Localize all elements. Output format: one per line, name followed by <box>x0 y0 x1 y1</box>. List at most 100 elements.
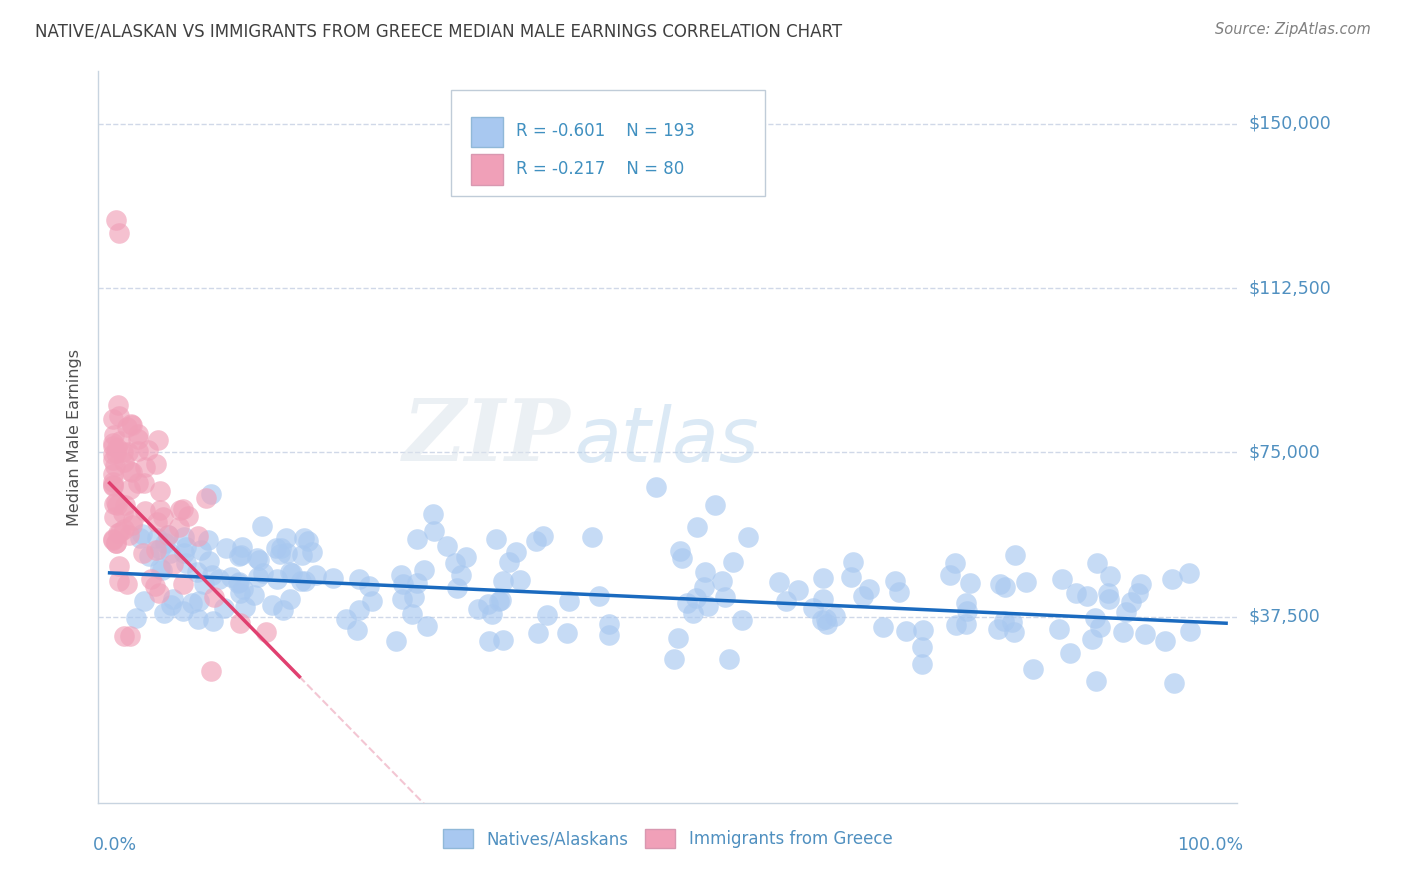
Point <box>588 589 610 603</box>
Point <box>1015 574 1038 589</box>
Point <box>252 566 274 580</box>
Point <box>436 539 458 553</box>
Point <box>894 624 917 638</box>
Point <box>148 586 170 600</box>
Point <box>481 607 503 621</box>
Point <box>489 593 512 607</box>
Point <box>644 480 666 494</box>
Text: $75,000: $75,000 <box>1249 443 1320 461</box>
Point <box>262 598 284 612</box>
Point <box>839 570 862 584</box>
Y-axis label: Median Male Earnings: Median Male Earnings <box>67 349 83 525</box>
Point <box>492 574 515 588</box>
Point <box>228 549 250 563</box>
Point <box>117 577 139 591</box>
Point <box>731 613 754 627</box>
Point <box>693 580 716 594</box>
Point <box>1084 674 1107 689</box>
Point <box>159 546 181 560</box>
Text: 100.0%: 100.0% <box>1177 836 1243 854</box>
Point <box>1133 627 1156 641</box>
Point <box>131 527 153 541</box>
Point <box>105 498 128 512</box>
FancyBboxPatch shape <box>451 90 765 195</box>
Text: NATIVE/ALASKAN VS IMMIGRANTS FROM GREECE MEDIAN MALE EARNINGS CORRELATION CHART: NATIVE/ALASKAN VS IMMIGRANTS FROM GREECE… <box>35 22 842 40</box>
Point <box>108 559 131 574</box>
Point <box>704 498 727 512</box>
Point <box>105 213 128 227</box>
Point <box>813 571 835 585</box>
Point <box>276 546 298 560</box>
Text: $37,500: $37,500 <box>1249 607 1320 625</box>
Point <box>1153 633 1175 648</box>
Point <box>108 409 131 423</box>
Point <box>456 549 478 564</box>
Point <box>145 457 167 471</box>
Point <box>232 582 254 597</box>
Point <box>111 506 134 520</box>
Point <box>347 572 370 586</box>
Point <box>505 545 527 559</box>
Point <box>478 634 501 648</box>
Point <box>413 563 436 577</box>
Bar <box>471 154 503 185</box>
Point <box>710 574 733 588</box>
Point <box>801 601 824 615</box>
Point <box>108 434 131 448</box>
Point <box>959 576 981 591</box>
Point <box>153 606 176 620</box>
Point <box>695 565 717 579</box>
Text: $112,500: $112,500 <box>1249 279 1331 297</box>
Point <box>105 446 128 460</box>
Point <box>105 536 128 550</box>
Point <box>143 579 166 593</box>
Point <box>858 582 880 597</box>
Point <box>598 617 620 632</box>
Point <box>450 568 472 582</box>
Text: $150,000: $150,000 <box>1249 115 1331 133</box>
Point <box>775 594 797 608</box>
Point <box>153 536 176 550</box>
Point <box>228 575 250 590</box>
Point <box>1097 586 1119 600</box>
Point <box>509 573 531 587</box>
Point <box>945 557 967 571</box>
Point <box>291 548 314 562</box>
Point <box>498 555 520 569</box>
Point <box>103 497 125 511</box>
Point <box>405 575 427 590</box>
Point <box>120 464 142 478</box>
Point <box>721 555 744 569</box>
Point <box>993 614 1015 628</box>
Point <box>226 575 249 590</box>
Point <box>124 611 146 625</box>
Point <box>290 574 312 588</box>
Point <box>297 534 319 549</box>
Point <box>132 594 155 608</box>
Point <box>105 494 128 508</box>
Point <box>1126 585 1149 599</box>
Bar <box>471 117 503 147</box>
Point <box>107 525 129 540</box>
Point <box>558 594 581 608</box>
Point <box>121 465 143 479</box>
Point <box>108 574 131 588</box>
Point <box>139 573 162 587</box>
Point <box>167 520 190 534</box>
Point <box>121 513 143 527</box>
Point <box>194 491 217 505</box>
Point <box>811 591 834 606</box>
Point <box>443 556 465 570</box>
Point <box>305 568 328 582</box>
Point <box>104 536 127 550</box>
Point <box>945 617 967 632</box>
Point <box>1081 632 1104 646</box>
Point <box>993 580 1015 594</box>
Point <box>1076 590 1098 604</box>
Point <box>173 530 195 544</box>
Point <box>156 528 179 542</box>
Point <box>686 520 709 534</box>
Point <box>229 616 252 631</box>
Point <box>127 432 149 446</box>
Point <box>1050 572 1073 586</box>
